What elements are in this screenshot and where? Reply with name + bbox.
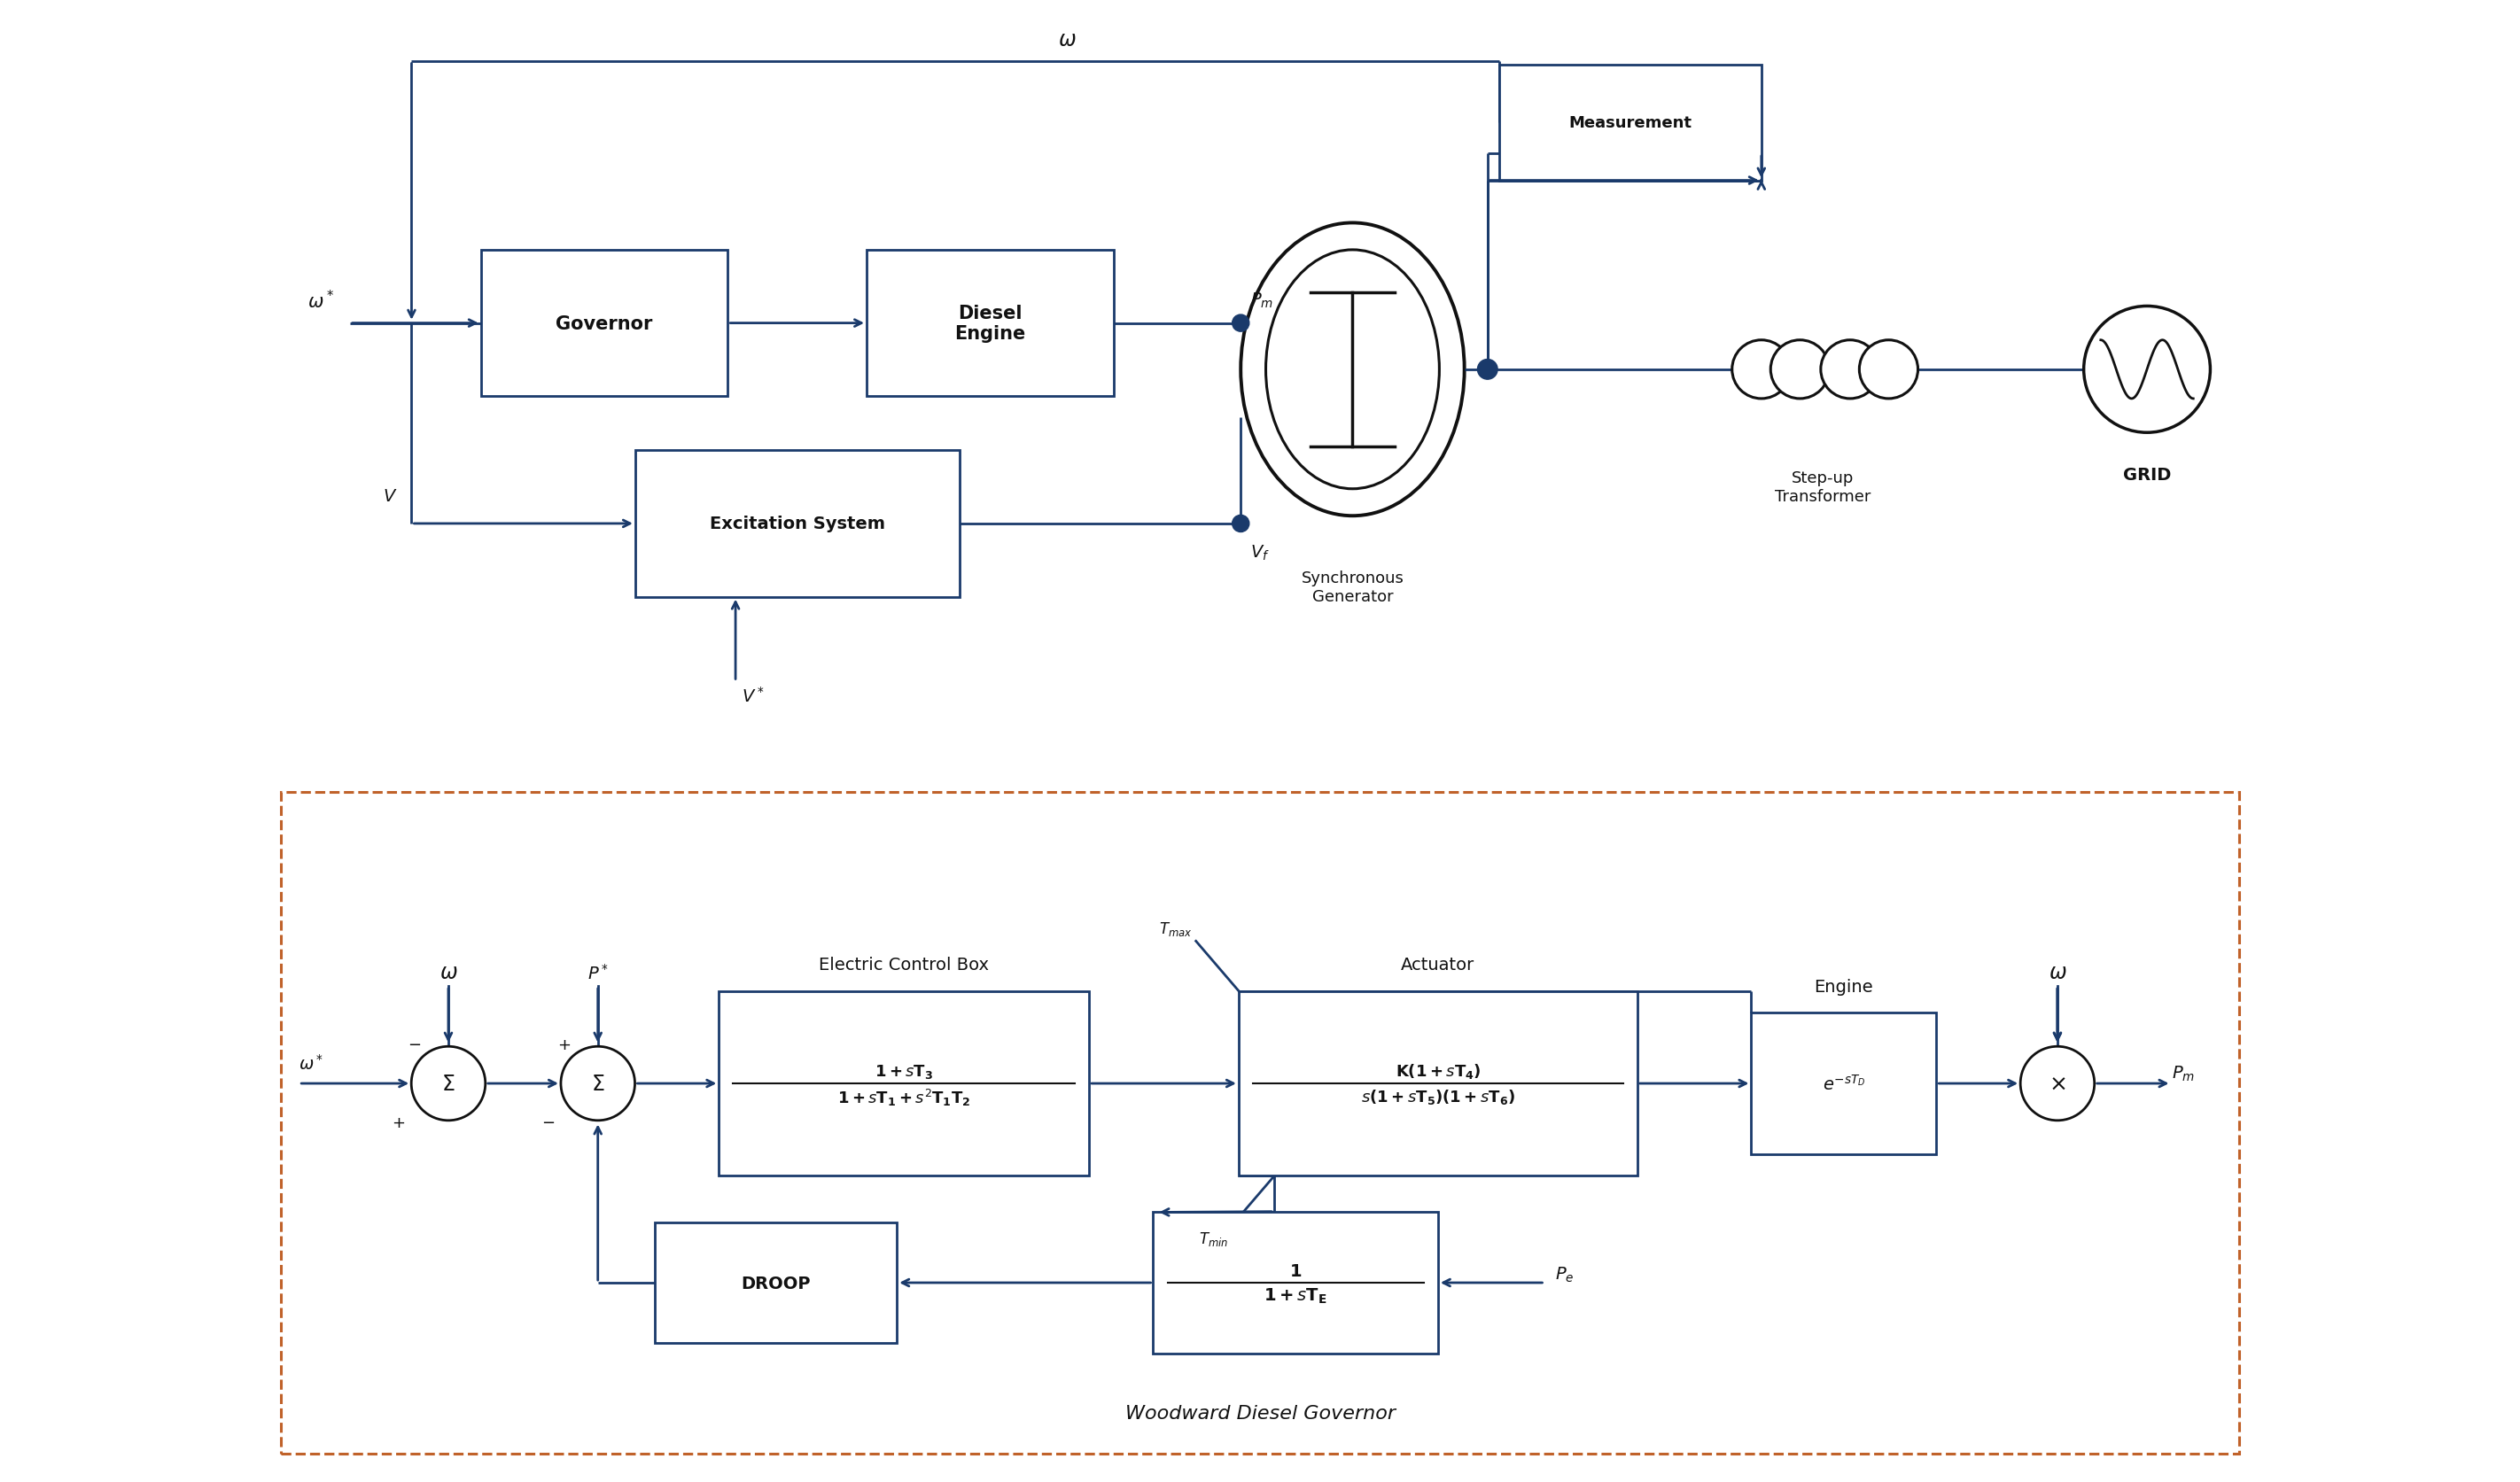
- Text: DROOP: DROOP: [741, 1275, 811, 1291]
- Text: $\omega^*$: $\omega^*$: [300, 1054, 325, 1073]
- Circle shape: [1860, 341, 1918, 399]
- Text: $\times$: $\times$: [2049, 1073, 2066, 1094]
- Text: $P_m$: $P_m$: [2172, 1064, 2195, 1082]
- Circle shape: [1232, 316, 1250, 332]
- Text: $\mathbf{1}$: $\mathbf{1}$: [1290, 1263, 1303, 1279]
- Circle shape: [411, 1046, 486, 1120]
- Text: −: −: [408, 1036, 421, 1052]
- Ellipse shape: [1240, 224, 1464, 516]
- Circle shape: [2084, 307, 2210, 433]
- Text: −: −: [542, 1114, 554, 1131]
- Circle shape: [1232, 516, 1250, 532]
- Text: $T_{max}$: $T_{max}$: [1159, 920, 1192, 938]
- Text: Woodward Diesel Governor: Woodward Diesel Governor: [1124, 1403, 1396, 1421]
- Text: +: +: [391, 1114, 406, 1131]
- Text: $\omega$: $\omega$: [2049, 962, 2066, 983]
- Text: Excitation System: Excitation System: [711, 516, 885, 532]
- Text: Diesel
Engine: Diesel Engine: [955, 304, 1026, 342]
- FancyBboxPatch shape: [481, 250, 728, 397]
- Text: +: +: [557, 1036, 570, 1052]
- Text: $V$: $V$: [383, 488, 398, 505]
- Text: $V_f$: $V_f$: [1250, 544, 1270, 562]
- FancyBboxPatch shape: [867, 250, 1114, 397]
- FancyBboxPatch shape: [655, 1223, 897, 1343]
- Text: Engine: Engine: [1814, 978, 1872, 994]
- Text: $\mathbf{1 + }s\mathbf{T_1 + }s^2\mathbf{T_1T_2}$: $\mathbf{1 + }s\mathbf{T_1 + }s^2\mathbf…: [837, 1088, 970, 1107]
- Text: $\mathbf{K(1 + }s\mathbf{T_4)}$: $\mathbf{K(1 + }s\mathbf{T_4)}$: [1396, 1061, 1482, 1080]
- Text: $\omega$: $\omega$: [438, 962, 459, 983]
- Text: $P_m$: $P_m$: [1250, 290, 1273, 310]
- Text: $\Sigma$: $\Sigma$: [592, 1073, 605, 1094]
- Text: Actuator: Actuator: [1401, 956, 1474, 974]
- Text: $P_e$: $P_e$: [1555, 1264, 1575, 1283]
- Text: $\mathbf{1 + }s\mathbf{T_3}$: $\mathbf{1 + }s\mathbf{T_3}$: [874, 1063, 932, 1080]
- Ellipse shape: [1265, 250, 1439, 489]
- Text: $\Sigma$: $\Sigma$: [441, 1073, 456, 1094]
- Circle shape: [1822, 341, 1880, 399]
- FancyBboxPatch shape: [635, 451, 960, 597]
- Text: $\omega^*$: $\omega^*$: [307, 290, 335, 313]
- Circle shape: [1731, 341, 1792, 399]
- FancyBboxPatch shape: [1499, 65, 1761, 181]
- Text: Synchronous
Generator: Synchronous Generator: [1300, 571, 1404, 605]
- Text: $\omega$: $\omega$: [1058, 28, 1076, 50]
- Text: GRID: GRID: [2122, 467, 2172, 483]
- FancyBboxPatch shape: [282, 791, 2238, 1454]
- Text: $P^*$: $P^*$: [587, 963, 607, 983]
- FancyBboxPatch shape: [1751, 1012, 1935, 1154]
- Circle shape: [1772, 341, 1830, 399]
- Text: $s\mathbf{(1 + }s\mathbf{T_5)(1 + }s\mathbf{T_6)}$: $s\mathbf{(1 + }s\mathbf{T_5)(1 + }s\mat…: [1361, 1088, 1515, 1106]
- Circle shape: [2021, 1046, 2094, 1120]
- Text: $T_{min}$: $T_{min}$: [1200, 1230, 1227, 1248]
- Text: Electric Control Box: Electric Control Box: [819, 956, 988, 974]
- Circle shape: [562, 1046, 635, 1120]
- FancyBboxPatch shape: [1240, 991, 1638, 1177]
- FancyBboxPatch shape: [1154, 1212, 1439, 1355]
- Circle shape: [1477, 360, 1497, 379]
- FancyBboxPatch shape: [718, 991, 1089, 1177]
- Text: Measurement: Measurement: [1567, 116, 1691, 132]
- Text: Governor: Governor: [557, 314, 653, 332]
- Text: $e^{-sT_D}$: $e^{-sT_D}$: [1822, 1074, 1865, 1094]
- Text: $\mathbf{1 + }s\mathbf{T_E}$: $\mathbf{1 + }s\mathbf{T_E}$: [1265, 1286, 1328, 1306]
- Text: $V^*$: $V^*$: [741, 686, 764, 705]
- Text: Step-up
Transformer: Step-up Transformer: [1774, 470, 1870, 504]
